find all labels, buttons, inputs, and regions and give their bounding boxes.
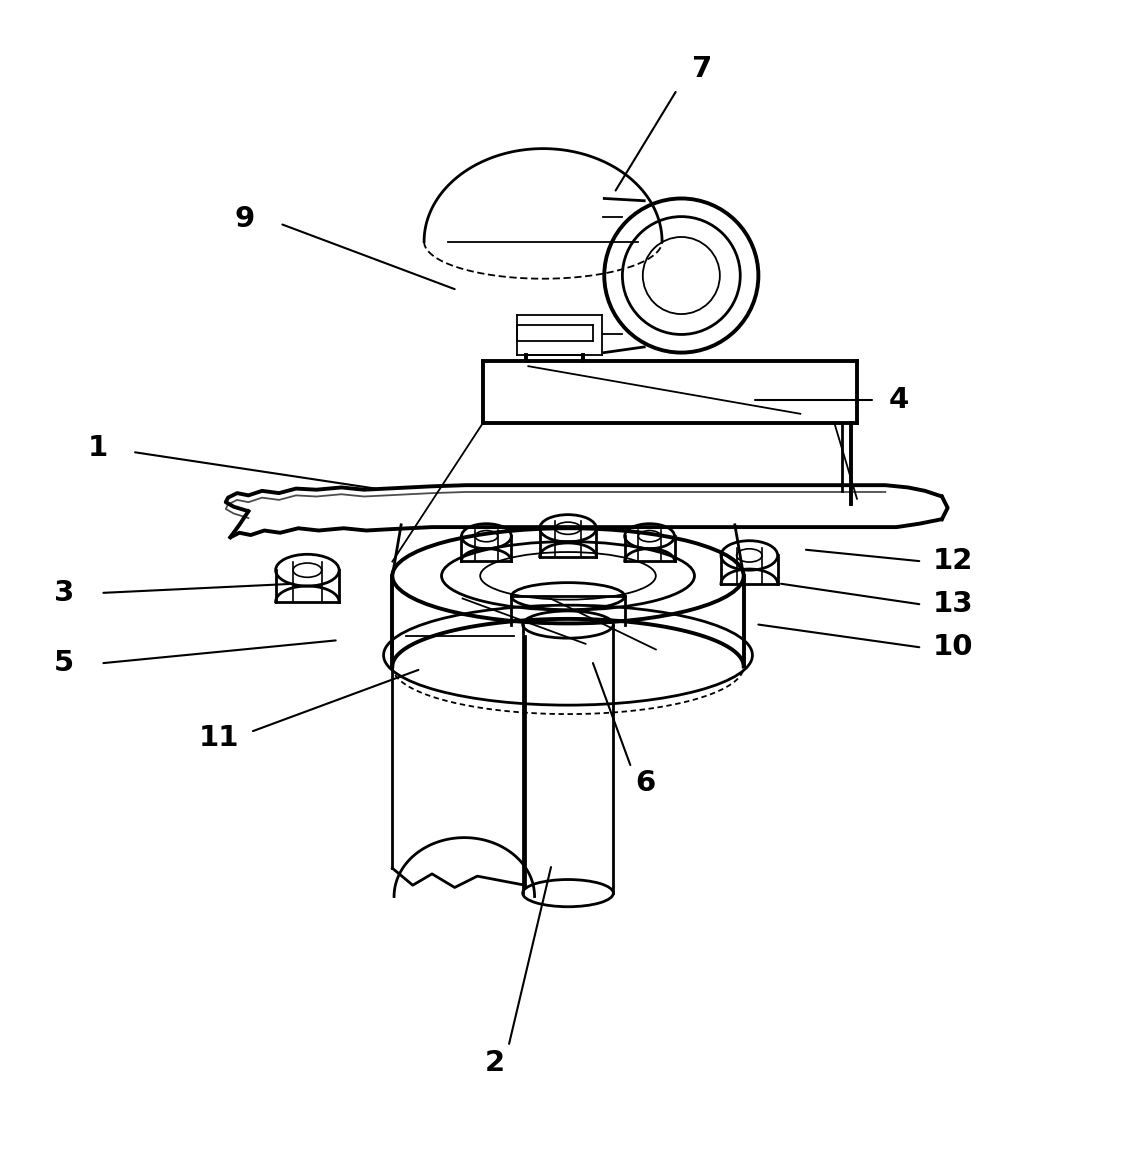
Text: 12: 12 [933, 547, 974, 575]
Text: 5: 5 [53, 649, 74, 677]
Text: 1: 1 [87, 434, 108, 462]
Text: 9: 9 [235, 205, 256, 233]
Text: 11: 11 [199, 723, 240, 752]
Text: 6: 6 [635, 769, 655, 797]
Text: 3: 3 [53, 579, 74, 607]
Text: 4: 4 [888, 386, 909, 414]
Text: 10: 10 [933, 633, 974, 662]
Text: 13: 13 [933, 590, 974, 619]
Text: 2: 2 [484, 1049, 504, 1077]
Text: 7: 7 [692, 56, 712, 84]
